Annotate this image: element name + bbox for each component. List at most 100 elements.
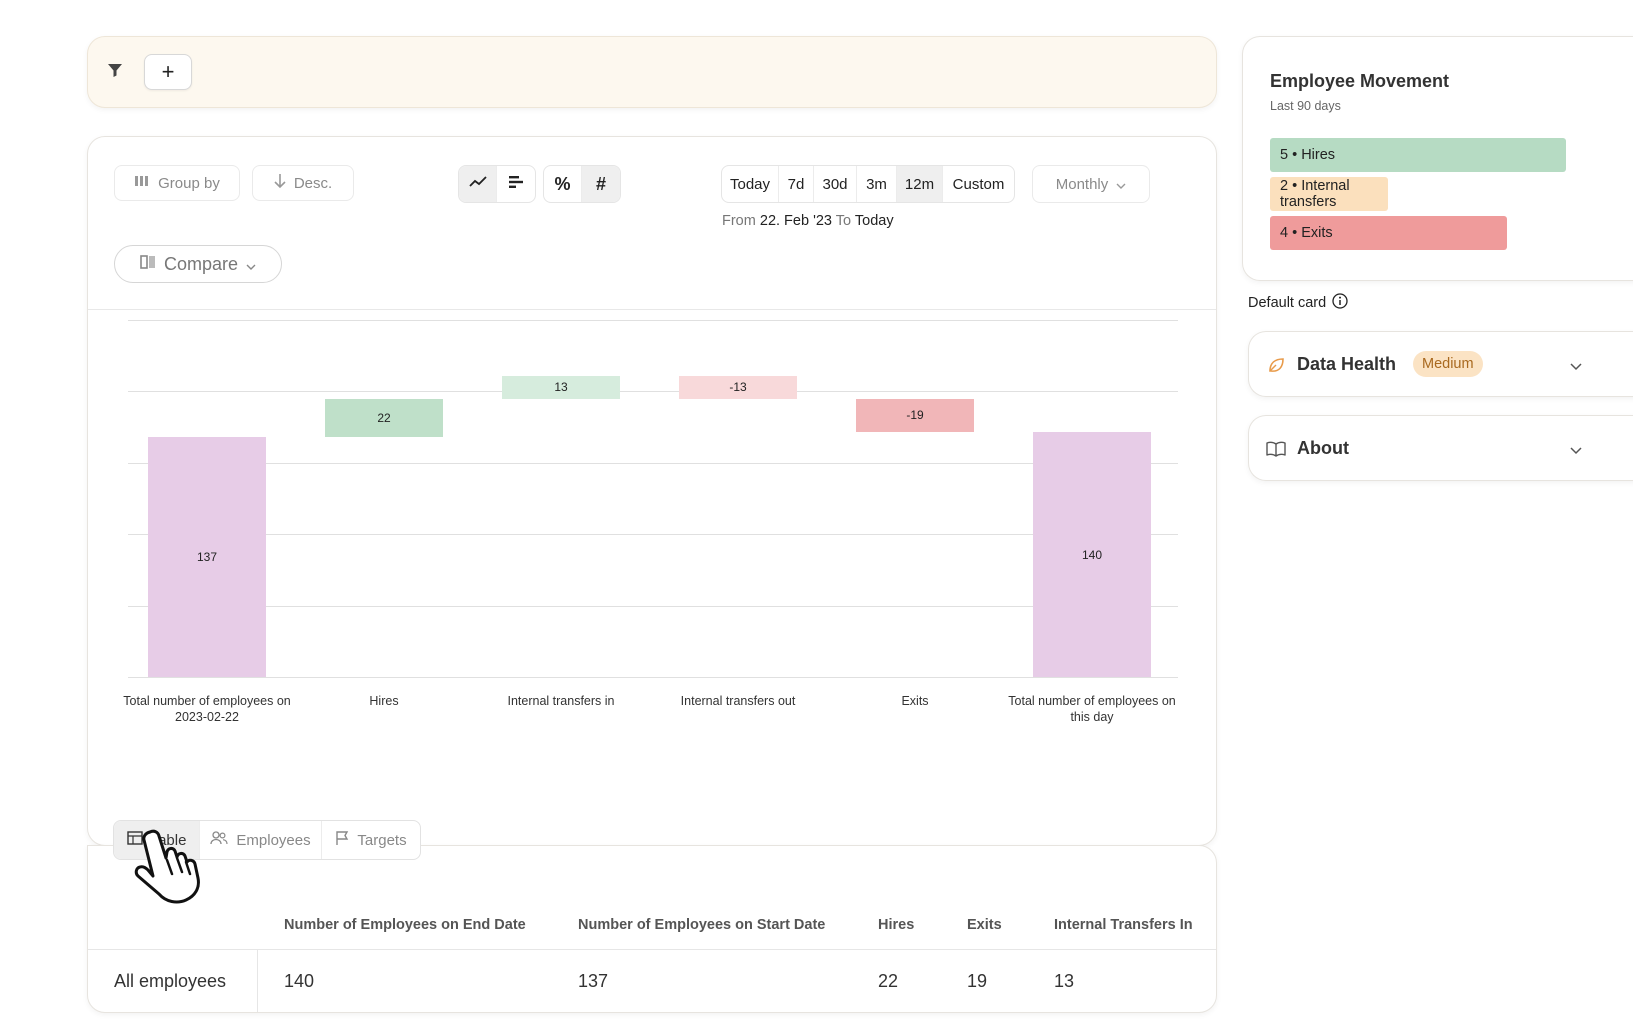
bar-chart-button[interactable] [497,166,535,202]
column-divider [257,950,258,1012]
arrow-down-icon [274,173,286,193]
data-label: 22 [377,411,391,425]
x-tick-label: Total number of employees on this day [1008,694,1176,724]
table-icon [126,831,143,849]
add-filter-button[interactable]: + [144,54,192,90]
range-today[interactable]: Today [722,166,779,202]
bars-horizontal-icon [508,175,524,193]
interval-select[interactable]: Monthly [1032,165,1150,203]
percent-button[interactable]: % [544,166,582,202]
tab-employees-label: Employees [236,831,311,849]
chevron-down-icon[interactable] [1570,358,1582,376]
gridline [128,677,1178,678]
data-health-badge: Medium [1413,351,1483,377]
cell-hires: 22 [878,971,899,991]
tab-targets-label: Targets [357,831,407,849]
data-health-card[interactable]: Data Health Medium [1248,331,1633,397]
gridline [128,534,1178,535]
x-tick-label: Internal transfers in [507,694,615,708]
line-chart-icon [468,175,487,193]
movement-bar[interactable]: 2 • Internal transfers [1270,177,1389,211]
bar-hires[interactable]: 22 [325,398,443,438]
chart-type-toggle [458,165,536,203]
gridline [128,462,1178,464]
to-label: To [835,213,852,229]
x-tick-label: Internal transfers out [680,694,796,708]
header-transfers-in[interactable]: Internal Transfers In [1054,917,1193,933]
movement-bars: 5 • Hires 2 • Internal transfers 4 • Exits [1270,138,1566,258]
line-chart-button[interactable] [459,166,497,202]
bar-exits[interactable]: -19 [856,398,974,432]
absolute-button[interactable]: # [582,166,620,202]
flag-icon [335,830,349,850]
x-tick-label: Total number of employees on 2023-02-22 [123,694,291,724]
bar-start[interactable]: 137 [148,437,266,677]
header-end-date[interactable]: Number of Employees on End Date [284,917,526,933]
bar-transfers-out[interactable]: -13 [679,376,797,399]
columns-icon [134,174,150,192]
from-label: From [722,213,756,229]
table-card: Number of Employees on End Date Number o… [87,845,1217,1013]
about-card[interactable]: About [1248,415,1633,481]
movement-title: Employee Movement [1270,71,1450,91]
cell-exits: 19 [967,971,988,991]
x-tick-label: Exits [901,694,929,708]
interval-label: Monthly [1055,175,1109,193]
range-3m[interactable]: 3m [857,166,897,202]
chevron-down-icon [246,254,256,275]
chevron-down-icon[interactable] [1570,442,1582,460]
compare-label: Compare [163,253,239,274]
range-7d[interactable]: 7d [779,166,814,202]
chart-card: Group by Desc. % # Today 7d 30d 3m 12m C… [87,136,1217,846]
book-icon [1265,440,1287,463]
movement-bar[interactable]: 4 • Exits [1270,216,1507,250]
percent-icon: % [554,173,571,194]
compare-icon [140,254,156,275]
from-value: 22. Feb '23 [759,213,832,229]
hash-icon: # [595,173,606,194]
chevron-down-icon [1116,176,1126,193]
data-label: -19 [906,408,924,423]
leaf-icon [1267,356,1285,379]
movement-bar[interactable]: 5 • Hires [1270,138,1566,172]
data-label: 137 [196,550,218,565]
movement-subtitle: Last 90 days [1270,99,1341,113]
to-value: Today [854,213,894,229]
bar-transfers-in[interactable]: 13 [502,376,620,399]
cell-end-date: 140 [284,971,315,991]
gridline [128,319,1178,321]
gridline [128,391,1178,392]
data-health-title: Data Health [1297,354,1397,374]
compare-button[interactable]: Compare [114,245,282,283]
tab-targets[interactable]: Targets [322,821,420,859]
users-icon [210,831,228,849]
hand-cursor-icon [128,826,208,911]
value-format-toggle: % # [543,165,621,203]
tab-employees[interactable]: Employees [200,821,322,859]
data-label: 140 [1081,547,1103,562]
employee-movement-card[interactable]: Employee Movement Last 90 days 5 • Hires… [1242,36,1633,281]
range-custom[interactable]: Custom [952,175,1005,193]
sort-label: Desc. [293,174,333,192]
header-hires[interactable]: Hires [878,917,915,933]
cell-start-date: 137 [578,971,609,991]
group-by-label: Group by [158,174,220,192]
range-30d[interactable]: 30d [814,166,857,202]
date-range-text: From 22. Feb '23 To Today [722,213,894,229]
bar-end[interactable]: 140 [1033,432,1151,677]
x-tick-label: Hires [369,694,399,708]
range-12m[interactable]: 12m [897,166,943,202]
waterfall-chart: 137 Total number of employees on 2023-02-… [88,319,1216,777]
date-range-selector: Today 7d 30d 3m 12m Custom [721,165,1015,203]
sort-button[interactable]: Desc. [252,165,354,201]
filter-icon[interactable] [106,61,124,84]
header-start-date[interactable]: Number of Employees on Start Date [578,917,826,933]
info-icon[interactable] [1332,293,1348,313]
group-by-button[interactable]: Group by [114,165,240,201]
data-label: 13 [554,380,568,395]
table-divider [88,949,1216,950]
header-exits[interactable]: Exits [967,917,1002,933]
row-label: All employees [114,971,227,991]
about-title: About [1297,438,1349,458]
data-label: -13 [729,380,747,395]
